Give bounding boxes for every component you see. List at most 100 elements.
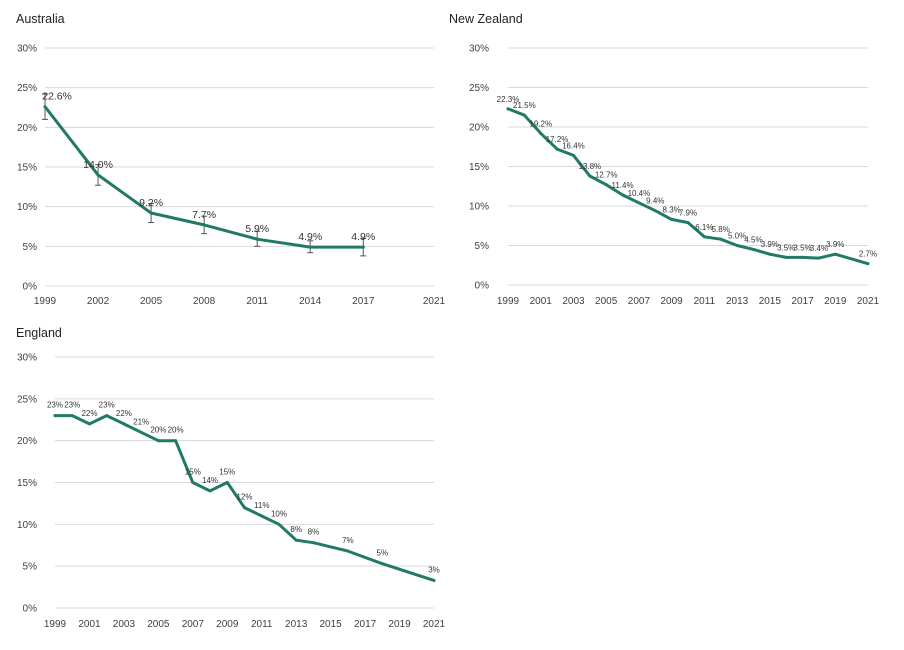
data-point — [653, 209, 657, 213]
data-label: 23% — [99, 401, 115, 410]
x-tick-label: 2015 — [759, 296, 782, 307]
data-label: 3.5% — [793, 243, 811, 252]
y-tick-label: 25% — [17, 83, 37, 94]
data-point — [817, 256, 821, 260]
data-label: 8% — [290, 525, 302, 534]
x-tick-label: 2005 — [140, 296, 163, 307]
data-label: 21% — [133, 417, 149, 426]
series-line-new-zealand — [506, 107, 870, 266]
data-label: 10% — [271, 509, 287, 518]
y-tick-label: 25% — [17, 394, 37, 405]
x-tick-label: 2008 — [193, 296, 216, 307]
y-tick-label: 30% — [17, 44, 37, 55]
y-tick-label: 10% — [17, 520, 37, 531]
data-label: 14.0% — [83, 159, 113, 171]
data-point — [571, 153, 575, 157]
y-tick-label: 15% — [469, 162, 489, 173]
x-tick-label: 2005 — [595, 296, 618, 307]
x-tick-label: 2009 — [216, 619, 239, 630]
data-point — [588, 174, 592, 178]
x-tick-label: 2013 — [285, 619, 308, 630]
x-tick-label: 2005 — [147, 619, 170, 630]
x-tick-label: 2003 — [562, 296, 585, 307]
data-label: 22.3% — [497, 95, 520, 104]
data-point — [751, 247, 755, 251]
x-tick-label: 2019 — [388, 619, 411, 630]
data-label: 12.7% — [595, 171, 618, 180]
y-tick-label: 15% — [17, 478, 37, 489]
data-label: 8% — [308, 528, 320, 537]
data-label: 7% — [342, 536, 354, 545]
data-point — [801, 255, 805, 259]
chart-new-zealand: New Zealand 0% 5% 10% 15% 20% 25% 30% 1999 2001 20… — [449, 12, 880, 307]
x-tick-label: 2013 — [726, 296, 749, 307]
x-tick-label: 2001 — [530, 296, 553, 307]
data-label: 13.8% — [578, 162, 601, 171]
data-point — [96, 173, 100, 177]
data-label: 5.0% — [728, 232, 746, 241]
data-point — [294, 538, 298, 542]
data-point — [87, 422, 91, 426]
x-tick-label: 2017 — [791, 296, 814, 307]
data-point — [191, 481, 195, 484]
data-label: 23% — [47, 401, 63, 410]
data-label: 4.9% — [351, 231, 375, 243]
data-point — [149, 211, 153, 215]
data-label: 23% — [64, 401, 80, 410]
y-tick-label: 25% — [469, 83, 489, 94]
data-label: 3.5% — [777, 243, 795, 252]
data-point — [735, 244, 739, 247]
data-label: 3.9% — [826, 240, 844, 249]
data-point — [277, 522, 281, 526]
x-tick-label: 2019 — [824, 296, 847, 307]
data-label: 4.5% — [744, 235, 762, 244]
x-tick-label: 2017 — [354, 619, 377, 630]
x-tick-label: 2017 — [352, 296, 375, 307]
data-label: 19.2% — [529, 119, 552, 128]
data-label: 2.7% — [859, 250, 877, 259]
data-label: 4.9% — [298, 231, 322, 243]
x-tick-label: 2015 — [320, 619, 343, 630]
data-label: 8.3% — [663, 205, 681, 214]
y-tick-label: 0% — [475, 281, 490, 292]
data-label: 3.9% — [761, 240, 779, 249]
data-label: 5% — [377, 549, 389, 558]
data-label: 11% — [254, 501, 269, 510]
y-tick-label: 30% — [469, 44, 489, 55]
data-label: 7.7% — [192, 209, 216, 221]
chart-title-australia: Australia — [16, 12, 65, 26]
data-point — [702, 235, 706, 239]
data-point — [308, 245, 312, 249]
y-tick-label: 10% — [17, 202, 37, 213]
data-label: 7.9% — [679, 209, 697, 218]
data-point — [833, 252, 837, 256]
data-label: 14% — [202, 476, 218, 485]
data-point — [122, 422, 126, 426]
data-point — [361, 245, 365, 249]
x-tick-label: 2003 — [113, 619, 136, 630]
data-label: 10.4% — [628, 189, 651, 198]
x-tick-label: 2001 — [78, 619, 101, 630]
data-label: 12% — [236, 493, 252, 502]
data-point — [70, 414, 74, 418]
y-tick-label: 10% — [469, 202, 489, 213]
data-label: 15% — [219, 468, 235, 477]
data-point — [139, 430, 143, 434]
x-tick-label: 2014 — [299, 296, 322, 307]
data-point — [506, 107, 510, 111]
data-point — [719, 237, 723, 241]
data-label: 3% — [428, 565, 440, 574]
data-label: 3.4% — [810, 244, 828, 253]
y-tick-label: 0% — [23, 604, 38, 615]
data-point — [539, 131, 543, 135]
x-tick-label: 2007 — [628, 296, 651, 307]
data-point — [311, 541, 315, 545]
data-label: 21.5% — [513, 101, 536, 110]
data-point — [686, 221, 690, 225]
y-tick-label: 5% — [23, 562, 38, 573]
data-point — [555, 147, 559, 151]
data-label: 17.2% — [546, 135, 569, 144]
data-label: 16.4% — [562, 141, 585, 150]
data-point — [670, 217, 674, 221]
